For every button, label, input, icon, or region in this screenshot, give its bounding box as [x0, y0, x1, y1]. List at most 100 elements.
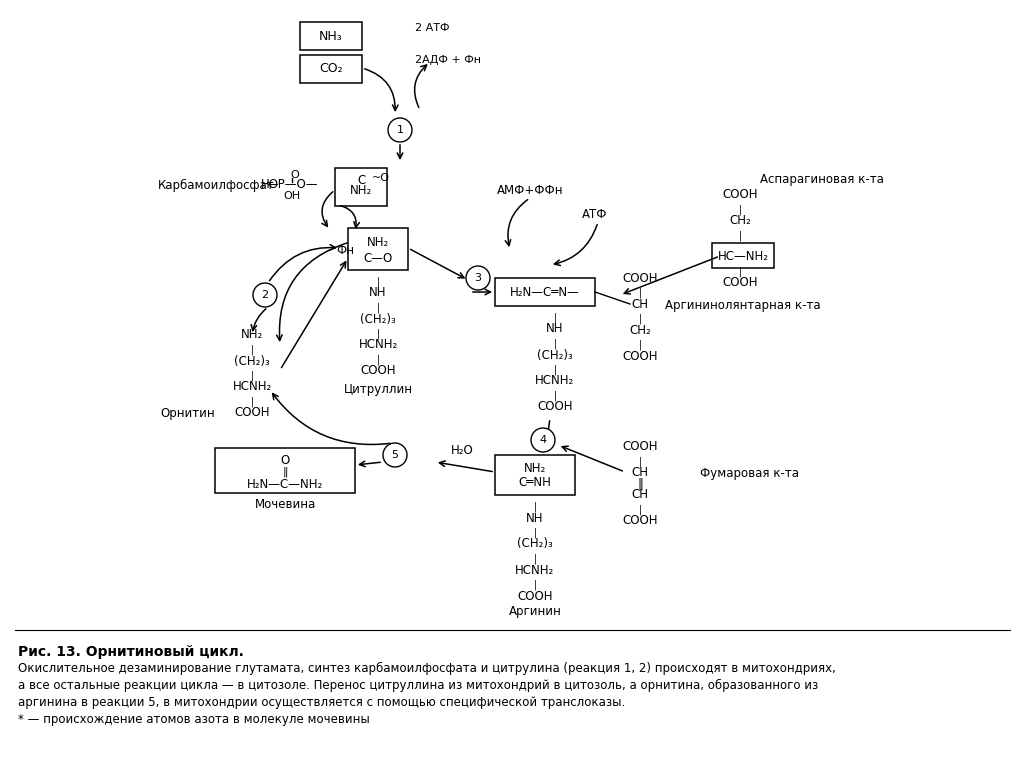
Text: |: |: [377, 303, 380, 313]
Text: |: |: [638, 457, 642, 467]
Text: (CH₂)₃: (CH₂)₃: [517, 538, 553, 551]
Text: H₂N—C═N—: H₂N—C═N—: [510, 285, 580, 298]
Circle shape: [383, 443, 407, 467]
Text: COOH: COOH: [623, 440, 657, 453]
Text: H₂O: H₂O: [451, 443, 473, 456]
Text: |: |: [251, 370, 254, 381]
Text: ‖: ‖: [283, 467, 288, 477]
Text: HCNH₂: HCNH₂: [536, 374, 574, 387]
Circle shape: [466, 266, 490, 290]
Text: |: |: [534, 554, 537, 565]
Text: Аргинин: Аргинин: [509, 605, 561, 618]
Bar: [348, 228, 408, 270]
Text: CH: CH: [632, 298, 648, 311]
Text: 3: 3: [474, 273, 481, 283]
Text: (CH₂)₃: (CH₂)₃: [234, 354, 270, 367]
Text: NH₃: NH₃: [319, 29, 343, 42]
Text: |: |: [738, 205, 741, 216]
Text: |: |: [553, 365, 557, 375]
Text: |: |: [638, 288, 642, 298]
Text: HCNH₂: HCNH₂: [515, 564, 555, 577]
Bar: [335, 168, 387, 206]
Text: COOH: COOH: [722, 276, 758, 289]
Text: Фумаровая к-та: Фумаровая к-та: [700, 466, 799, 479]
Text: |: |: [534, 502, 537, 512]
Circle shape: [253, 283, 278, 307]
Text: |: |: [638, 314, 642, 324]
Bar: [495, 455, 575, 495]
Bar: [495, 278, 595, 306]
Text: АТФ: АТФ: [583, 209, 608, 222]
Text: |: |: [251, 397, 254, 407]
Text: |: |: [251, 344, 254, 355]
Text: АМФ+ФФн: АМФ+ФФн: [497, 183, 563, 196]
Text: NH₂: NH₂: [241, 328, 263, 341]
Text: NH₂: NH₂: [367, 235, 389, 249]
Text: NH: NH: [546, 322, 564, 335]
Text: Рис. 13. Орнитиновый цикл.: Рис. 13. Орнитиновый цикл.: [18, 645, 244, 659]
Text: COOH: COOH: [623, 515, 657, 528]
Text: COOH: COOH: [623, 350, 657, 363]
Text: HCNH₂: HCNH₂: [358, 338, 397, 351]
Text: NH: NH: [526, 512, 544, 525]
Text: HO: HO: [261, 179, 279, 192]
Text: CH₂: CH₂: [729, 215, 751, 228]
Text: HCNH₂: HCNH₂: [232, 380, 271, 393]
Text: Карбамоилфосфат: Карбамоилфосфат: [158, 179, 274, 192]
Text: 5: 5: [391, 450, 398, 460]
Text: CO₂: CO₂: [319, 62, 343, 75]
Bar: [300, 22, 362, 50]
Text: —P—O—: —P—O—: [266, 179, 317, 192]
Text: COOH: COOH: [234, 407, 269, 420]
Text: Орнитин: Орнитин: [161, 407, 215, 420]
Text: |: |: [553, 339, 557, 349]
Text: NH₂: NH₂: [350, 185, 372, 197]
Bar: [215, 448, 355, 493]
Text: Мочевина: Мочевина: [254, 499, 315, 512]
Text: NH₂: NH₂: [524, 463, 546, 476]
Text: CH: CH: [632, 466, 648, 479]
Text: H₂N—C—NH₂: H₂N—C—NH₂: [247, 478, 324, 491]
Text: CH: CH: [632, 489, 648, 502]
Text: NH: NH: [370, 287, 387, 299]
Text: COOH: COOH: [517, 590, 553, 603]
Text: 2 АТФ: 2 АТФ: [415, 23, 450, 33]
Text: C═NH: C═NH: [518, 476, 552, 489]
Text: COOH: COOH: [538, 400, 572, 413]
Text: HC—NH₂: HC—NH₂: [718, 249, 768, 262]
Text: аргинина в реакции 5, в митохондрии осуществляется с помощью специфической транс: аргинина в реакции 5, в митохондрии осущ…: [18, 696, 626, 709]
Text: Фн: Фн: [336, 243, 354, 256]
Text: C: C: [357, 175, 366, 187]
Text: |: |: [534, 580, 537, 591]
Text: ~O: ~O: [372, 173, 390, 183]
Text: 2АДФ + Фн: 2АДФ + Фн: [415, 55, 481, 65]
Circle shape: [531, 428, 555, 452]
Text: Цитруллин: Цитруллин: [343, 384, 413, 397]
Text: (CH₂)₃: (CH₂)₃: [538, 348, 572, 361]
Bar: [712, 243, 774, 268]
Text: COOH: COOH: [360, 364, 395, 377]
Text: Окислительное дезаминирование глутамата, синтез карбамоилфосфата и цитрулина (ре: Окислительное дезаминирование глутамата,…: [18, 662, 836, 675]
Text: |: |: [377, 355, 380, 365]
Text: OH: OH: [284, 191, 301, 201]
Text: COOH: COOH: [722, 189, 758, 202]
Text: |: |: [738, 267, 741, 277]
Text: а все остальные реакции цикла — в цитозоле. Перенос цитруллина из митохондрий в : а все остальные реакции цикла — в цитозо…: [18, 679, 818, 692]
Circle shape: [388, 118, 412, 142]
Text: C—O: C—O: [364, 252, 392, 265]
Text: |: |: [638, 340, 642, 351]
Text: (CH₂)₃: (CH₂)₃: [360, 312, 396, 325]
Text: * — происхождение атомов азота в молекуле мочевины: * — происхождение атомов азота в молекул…: [18, 713, 370, 726]
Text: |: |: [738, 231, 741, 242]
Text: |: |: [553, 313, 557, 323]
Text: O: O: [291, 170, 299, 180]
Text: |: |: [638, 505, 642, 515]
Text: |: |: [377, 277, 380, 288]
Text: 2: 2: [261, 290, 268, 300]
Text: |: |: [553, 390, 557, 401]
Text: CH₂: CH₂: [629, 324, 651, 337]
Text: ‖: ‖: [637, 478, 643, 491]
Bar: [300, 55, 362, 83]
Text: O: O: [281, 453, 290, 466]
Text: COOH: COOH: [623, 272, 657, 285]
